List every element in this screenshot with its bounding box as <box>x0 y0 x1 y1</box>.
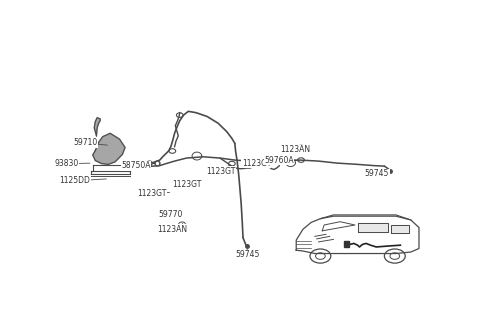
Text: 1123GT: 1123GT <box>242 159 271 168</box>
Polygon shape <box>296 216 419 254</box>
Text: 93830: 93830 <box>55 159 79 168</box>
Text: 1123GT: 1123GT <box>206 167 235 176</box>
Polygon shape <box>358 223 388 232</box>
Text: 59710: 59710 <box>73 138 97 147</box>
Text: 59745: 59745 <box>236 250 260 259</box>
Polygon shape <box>94 118 100 136</box>
Text: 1123GT: 1123GT <box>138 190 167 198</box>
Text: 1123AN: 1123AN <box>157 225 187 234</box>
Polygon shape <box>344 241 349 247</box>
Polygon shape <box>93 133 125 164</box>
Text: 59770: 59770 <box>159 210 183 219</box>
Text: 1125DD: 1125DD <box>60 176 90 185</box>
Polygon shape <box>391 225 408 233</box>
Text: 1123AN: 1123AN <box>280 146 310 154</box>
Text: 59745: 59745 <box>365 169 389 178</box>
Text: 1123GT: 1123GT <box>172 180 201 189</box>
Text: 58750A: 58750A <box>121 161 151 170</box>
Text: 59760A: 59760A <box>264 156 294 165</box>
